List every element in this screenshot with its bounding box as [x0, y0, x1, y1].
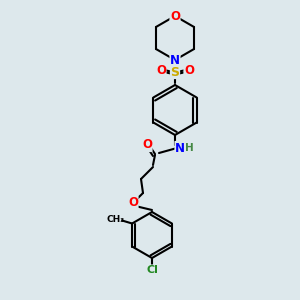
Text: N: N [175, 142, 185, 154]
Text: Cl: Cl [146, 265, 158, 275]
Text: H: H [184, 143, 194, 153]
Text: O: O [142, 139, 152, 152]
Text: S: S [170, 65, 179, 79]
Text: O: O [170, 10, 180, 22]
Text: CH₃: CH₃ [107, 215, 125, 224]
Text: O: O [184, 64, 194, 76]
Text: O: O [128, 196, 138, 209]
Text: O: O [156, 64, 166, 76]
Text: N: N [170, 53, 180, 67]
